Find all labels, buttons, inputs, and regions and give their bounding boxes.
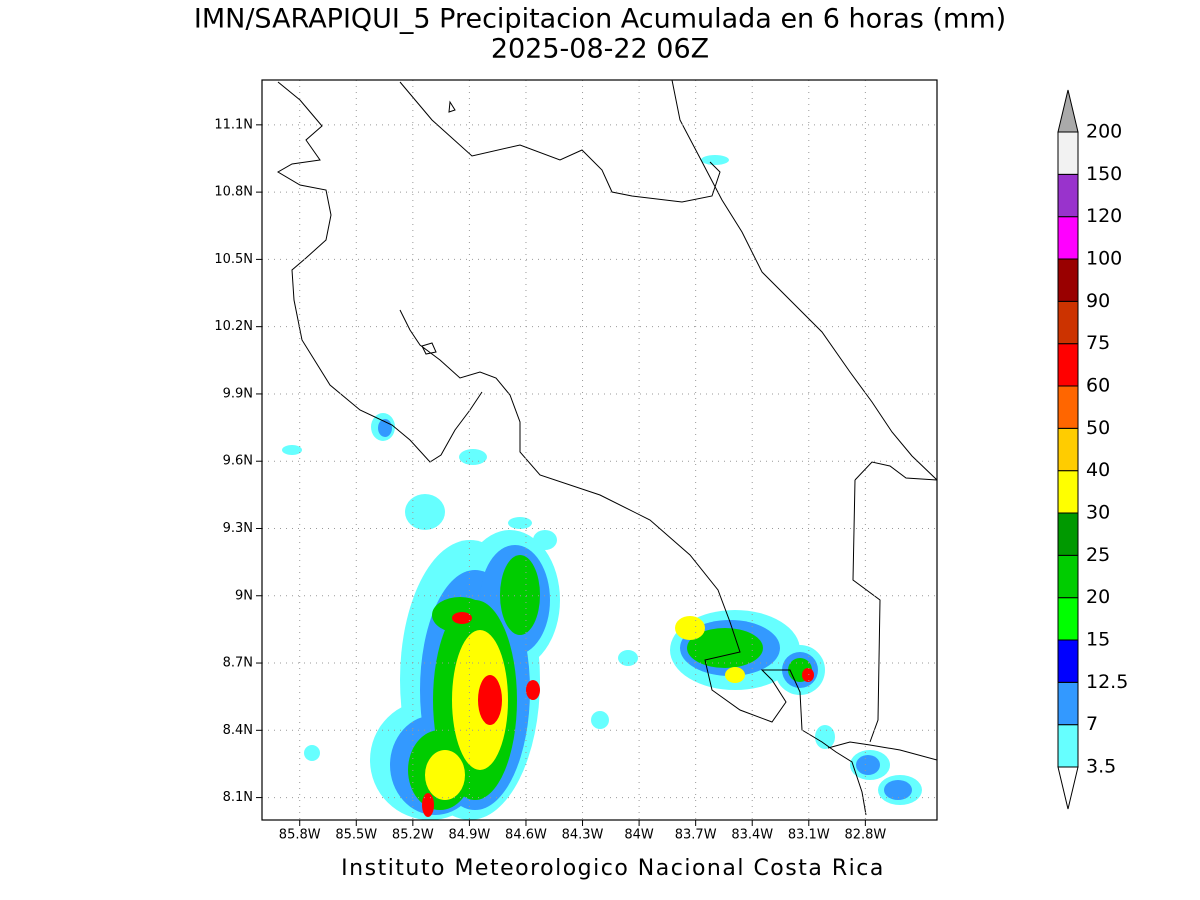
colorbar-label: 50: [1086, 417, 1110, 439]
colorbar-label: 7: [1086, 713, 1098, 735]
colorbar-bin: [1057, 173, 1079, 218]
y-tick-label: 10.2N: [214, 319, 253, 334]
colorbar-label: 90: [1086, 290, 1110, 312]
y-tick-label: 9.9N: [223, 386, 253, 401]
colorbar-label: 75: [1086, 332, 1110, 354]
y-tick-label: 9.3N: [223, 521, 253, 536]
y-tick-label: 10.5N: [214, 252, 253, 267]
x-tick-label: 84.9W: [448, 828, 490, 843]
colorbar-bin: [1057, 258, 1079, 302]
colorbar-bin: [1057, 300, 1079, 345]
colorbar-bin: [1057, 512, 1079, 556]
colorbar-label: 20: [1086, 586, 1110, 608]
colorbar-bin: [1057, 681, 1079, 726]
x-tick-label: 82.8W: [844, 828, 886, 843]
colorbar-bin: [1057, 427, 1079, 472]
colorbar-bin: [1057, 554, 1079, 599]
map-title: IMN/SARAPIQUI_5 Precipitacion Acumulada …: [194, 4, 1006, 35]
colorbar-bin: [1057, 470, 1079, 514]
colorbar-bin: [1057, 724, 1079, 768]
colorbar-bin: [1057, 131, 1079, 175]
y-tick-label: 10.8N: [214, 185, 253, 200]
colorbar-label: 12.5: [1086, 671, 1128, 693]
y-tick-label: 9.6N: [223, 454, 253, 469]
x-tick-label: 84W: [624, 828, 654, 843]
y-tick-label: 8.1N: [223, 790, 253, 805]
colorbar-label: 100: [1086, 248, 1122, 270]
colorbar-label: 120: [1086, 205, 1122, 227]
x-tick-label: 85.2W: [392, 828, 434, 843]
x-tick-label: 84.3W: [562, 828, 604, 843]
x-tick-label: 85.8W: [279, 828, 321, 843]
y-tick-label: 11.1N: [214, 117, 253, 132]
x-tick-label: 83.7W: [675, 828, 717, 843]
x-tick-label: 83.4W: [731, 828, 773, 843]
plot-frame: [261, 79, 938, 821]
colorbar-bin: [1057, 639, 1079, 683]
colorbar-label: 40: [1086, 459, 1110, 481]
map-subtitle: 2025-08-22 06Z: [491, 34, 709, 65]
colorbar-label: 60: [1086, 375, 1110, 397]
x-tick-label: 85.5W: [335, 828, 377, 843]
x-tick-label: 84.6W: [505, 828, 547, 843]
colorbar-bin: [1057, 597, 1079, 641]
y-tick-label: 8.4N: [223, 723, 253, 738]
y-tick-label: 9N: [235, 588, 253, 603]
colorbar-over: [1057, 89, 1079, 133]
colorbar-label: 15: [1086, 629, 1110, 651]
credit: Instituto Meteorologico Nacional Costa R…: [341, 856, 885, 881]
coastline: [277, 80, 937, 816]
y-tick-label: 8.7N: [223, 656, 253, 671]
colorbar-label: 30: [1086, 502, 1110, 524]
colorbar-label: 150: [1086, 163, 1122, 185]
colorbar-under: [1057, 766, 1079, 810]
colorbar-label: 25: [1086, 544, 1110, 566]
colorbar-bin: [1057, 216, 1079, 260]
colorbar-bin: [1057, 343, 1079, 387]
precip-field: [282, 155, 922, 820]
colorbar-label: 200: [1086, 121, 1122, 143]
colorbar-bin: [1057, 385, 1079, 429]
x-tick-label: 83.1W: [788, 828, 830, 843]
colorbar-label: 3.5: [1086, 756, 1116, 778]
